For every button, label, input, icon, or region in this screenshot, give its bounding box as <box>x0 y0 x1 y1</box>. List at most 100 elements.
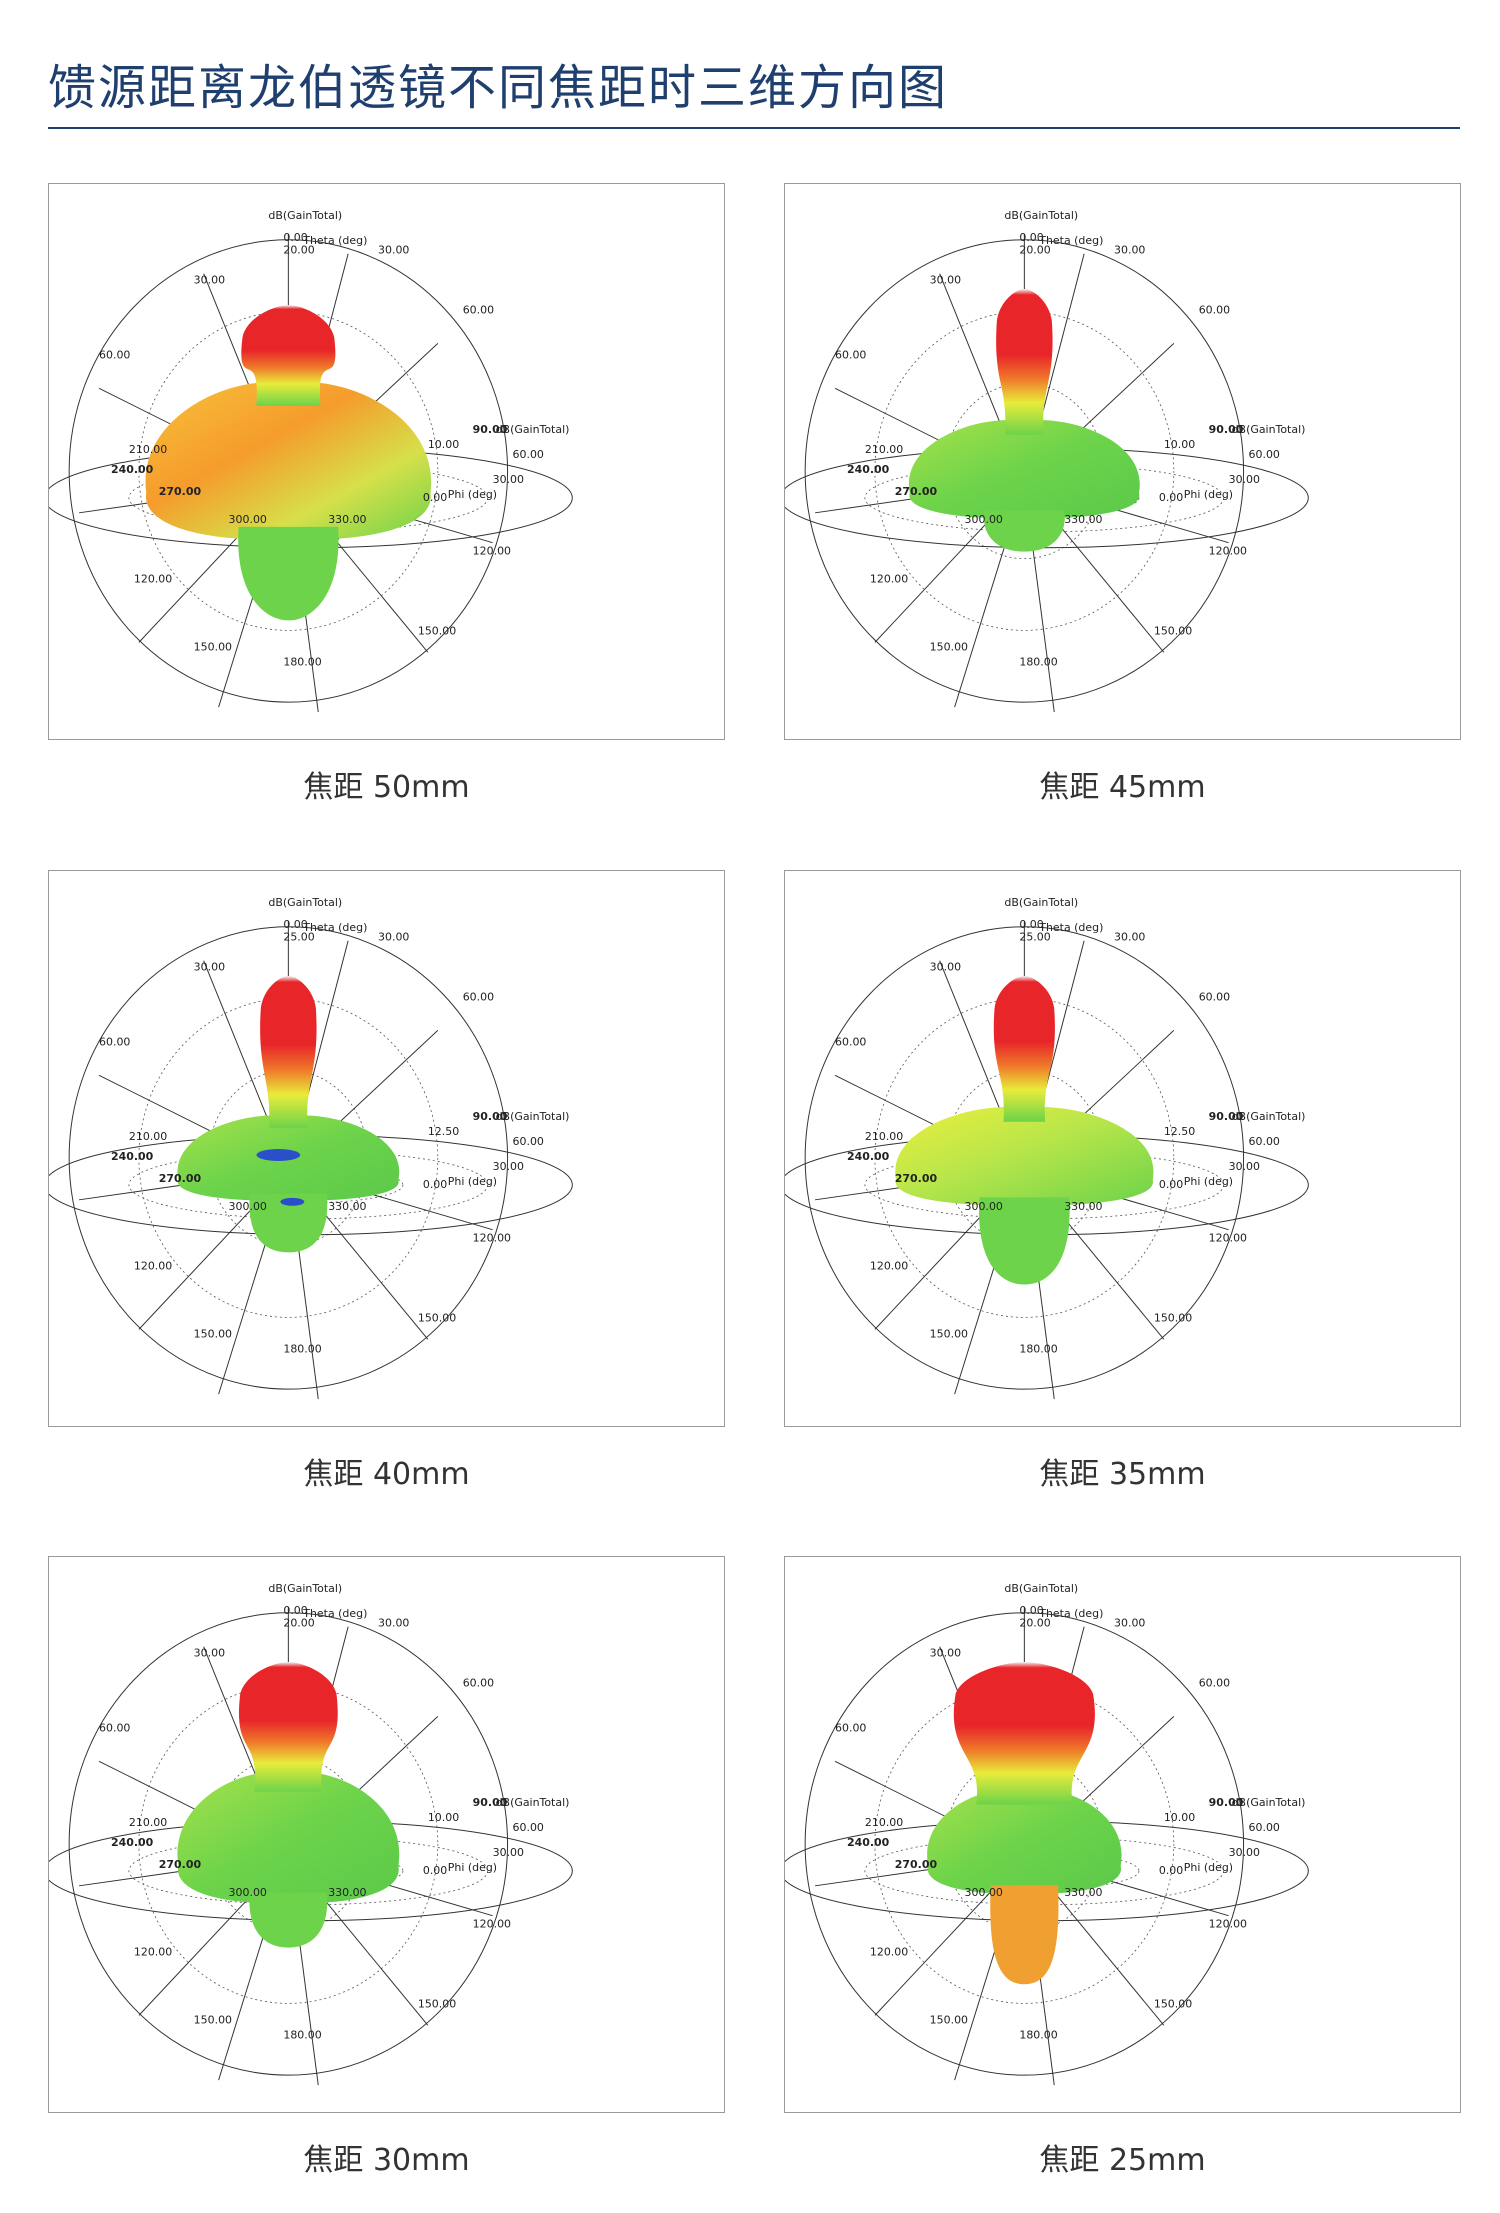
theta-tick-label: 180.00 <box>283 655 321 668</box>
back-lobe <box>990 1885 1059 1985</box>
radial-mid-label: 12.50 <box>428 1125 459 1138</box>
side-lobe-body <box>927 1788 1122 1894</box>
theta-tick-label: 120.00 <box>1209 1918 1247 1931</box>
radiation-pattern-figure: dB(GainTotal) 0.00 Theta (deg) 20.00 30.00 30… <box>48 183 725 740</box>
radial-max-label: 20.00 <box>1019 1617 1050 1630</box>
theta-axis-label: Theta (deg) <box>302 921 367 934</box>
phi-tick-label: 210.00 <box>129 443 167 456</box>
theta-tick-label: 150.00 <box>1154 1997 1192 2010</box>
phi-tick-label: 30.00 <box>493 473 524 486</box>
theta-tick-label: 60.00 <box>835 1035 866 1048</box>
phi-tick-label: 270.00 <box>159 485 202 498</box>
phi-tick-label: 90.00 <box>1209 423 1244 436</box>
back-lobe <box>983 510 1065 552</box>
plot-quantity-label: dB(GainTotal) <box>496 1110 570 1123</box>
radiation-lobe-group <box>927 1662 1122 1985</box>
theta-tick-label: 120.00 <box>870 1260 908 1273</box>
theta-tick-label: 120.00 <box>134 1946 172 1959</box>
phi-plane-ring <box>949 1852 1140 1890</box>
phi-tick-label: 300.00 <box>965 1200 1003 1213</box>
figure-caption: 焦距 35mm <box>1039 1457 1206 1492</box>
theta-tick-label: 150.00 <box>194 1327 232 1340</box>
theta-tick-label: 30.00 <box>1114 1617 1145 1630</box>
phi-tick-label: 300.00 <box>965 513 1003 526</box>
phi-tick-label: 330.00 <box>328 513 366 526</box>
main-lobe <box>953 1662 1095 1805</box>
phi-axis-label: Phi (deg) <box>1184 1861 1233 1874</box>
theta-tick-label: 30.00 <box>194 274 225 287</box>
theta-tick-label: 0.00 <box>1159 1178 1183 1191</box>
plot-quantity-label: dB(GainTotal) <box>268 896 342 909</box>
figure-caption: 焦距 25mm <box>1039 2143 1206 2178</box>
null-region <box>256 1148 301 1161</box>
radial-max-label: 20.00 <box>283 1617 314 1630</box>
radiation-lobe-group <box>908 289 1140 552</box>
theta-tick-label: 120.00 <box>473 1918 511 1931</box>
plot-quantity-label: dB(GainTotal) <box>1232 1110 1306 1123</box>
theta-tick-label: 0.00 <box>1159 491 1183 504</box>
plot-quantity-label: dB(GainTotal) <box>1232 1796 1306 1809</box>
theta-tick-label: 30.00 <box>930 1647 961 1660</box>
radial-mid-label: 10.00 <box>428 1811 459 1824</box>
radiation-pattern-figure: dB(GainTotal) 0.00 Theta (deg) 25.00 30.00 30… <box>48 870 725 1427</box>
theta-tick-label: 150.00 <box>418 1311 456 1324</box>
radial-mid-label: 10.00 <box>1164 438 1195 451</box>
theta-tick-label: 60.00 <box>463 1677 494 1690</box>
back-lobe <box>238 526 339 621</box>
theta-tick-label: 30.00 <box>930 274 961 287</box>
phi-tick-label: 330.00 <box>328 1200 366 1213</box>
theta-tick-label: 30.00 <box>378 1617 409 1630</box>
theta-tick-label: 60.00 <box>99 1721 130 1734</box>
theta-axis-label: Theta (deg) <box>1038 234 1103 247</box>
plot-quantity-label: dB(GainTotal) <box>1004 209 1078 222</box>
main-lobe <box>993 976 1055 1122</box>
phi-tick-label: 240.00 <box>111 1836 154 1849</box>
radiation-pattern-figure: dB(GainTotal) 0.00 Theta (deg) 20.00 30.00 30… <box>784 1556 1461 2113</box>
theta-tick-label: 30.00 <box>378 931 409 944</box>
theta-axis-label: Theta (deg) <box>302 1607 367 1620</box>
phi-tick-label: 270.00 <box>895 1858 938 1871</box>
back-lobe <box>249 1193 328 1253</box>
theta-tick-label: 60.00 <box>99 1035 130 1048</box>
theta-tick-label: 180.00 <box>1019 2028 1057 2041</box>
radial-mid-label: 10.00 <box>428 438 459 451</box>
radial-max-label: 20.00 <box>283 244 314 257</box>
title-divider <box>48 127 1460 129</box>
radiation-pattern-figure: dB(GainTotal) 0.00 Theta (deg) 20.00 30.00 30… <box>784 183 1461 740</box>
radiation-lobe-group <box>895 976 1154 1285</box>
side-lobe-body <box>145 382 432 540</box>
phi-tick-label: 300.00 <box>229 513 267 526</box>
theta-tick-label: 180.00 <box>283 1342 321 1355</box>
theta-tick-label: 120.00 <box>870 1946 908 1959</box>
radial-mid-label: 12.50 <box>1164 1125 1195 1138</box>
phi-tick-label: 30.00 <box>493 1846 524 1859</box>
phi-tick-label: 270.00 <box>895 1172 938 1185</box>
theta-tick-label: 150.00 <box>930 1327 968 1340</box>
phi-axis-label: Phi (deg) <box>448 1861 497 1874</box>
back-lobe <box>249 1892 328 1948</box>
phi-axis-label: Phi (deg) <box>1184 1175 1233 1188</box>
phi-plane-ring <box>864 463 1225 533</box>
theta-tick-label: 60.00 <box>835 348 866 361</box>
main-lobe <box>241 305 336 406</box>
theta-tick-label: 0.00 <box>283 918 307 931</box>
phi-tick-label: 330.00 <box>1064 1886 1102 1899</box>
theta-tick-label: 120.00 <box>473 1232 511 1245</box>
radiation-lobe-group <box>177 1662 400 1948</box>
figure-caption: 焦距 30mm <box>303 2143 470 2178</box>
plot-quantity-label: dB(GainTotal) <box>496 423 570 436</box>
theta-tick-label: 150.00 <box>1154 1311 1192 1324</box>
figure-caption: 焦距 40mm <box>303 1457 470 1492</box>
theta-tick-label: 60.00 <box>835 1721 866 1734</box>
phi-tick-label: 240.00 <box>111 1150 154 1163</box>
phi-tick-label: 90.00 <box>1209 1796 1244 1809</box>
radiation-pattern-figure: dB(GainTotal) 0.00 Theta (deg) 20.00 30.00 30… <box>48 1556 725 2113</box>
theta-tick-label: 180.00 <box>1019 1342 1057 1355</box>
theta-axis-label: Theta (deg) <box>1038 921 1103 934</box>
phi-tick-label: 60.00 <box>1249 448 1280 461</box>
theta-tick-label: 120.00 <box>870 573 908 586</box>
plot-quantity-label: dB(GainTotal) <box>496 1796 570 1809</box>
